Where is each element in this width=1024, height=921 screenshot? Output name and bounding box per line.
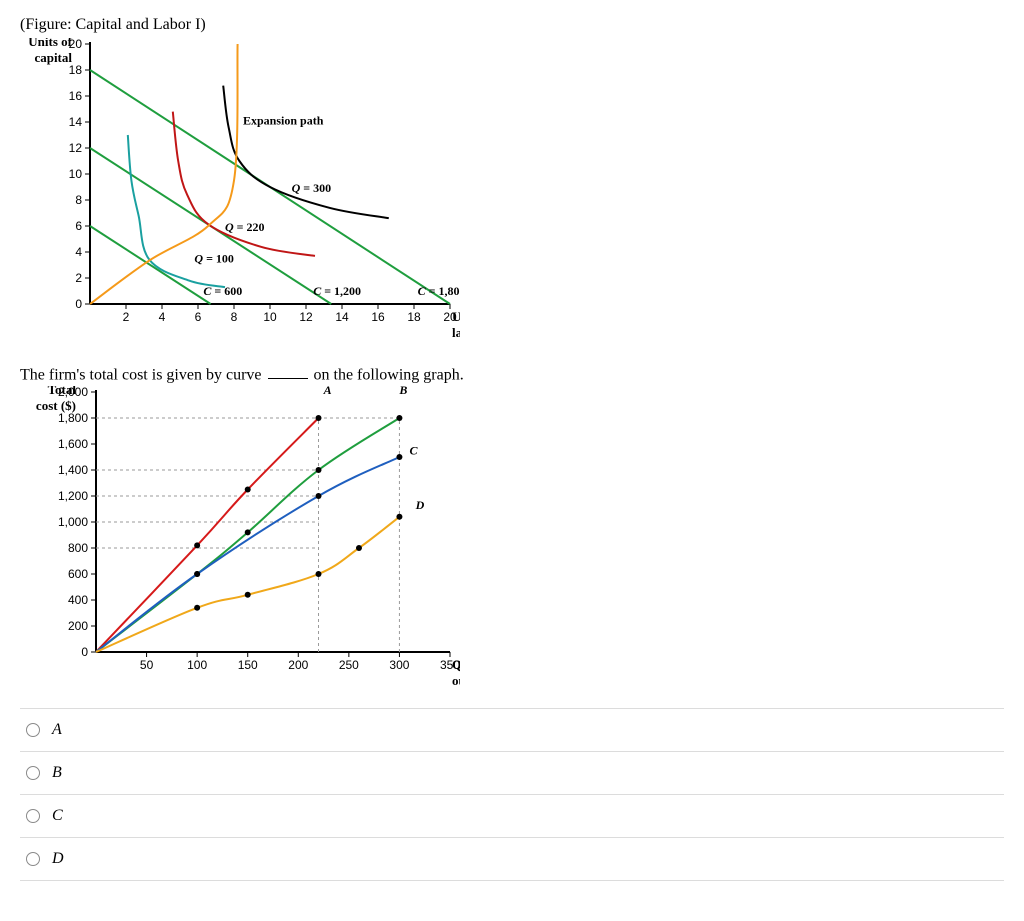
option-c[interactable]: C bbox=[20, 795, 1004, 838]
svg-text:0: 0 bbox=[81, 645, 88, 659]
svg-text:6: 6 bbox=[195, 310, 202, 324]
svg-text:Units of: Units of bbox=[28, 38, 72, 49]
svg-text:Units of: Units of bbox=[452, 309, 460, 324]
svg-text:Expansion path: Expansion path bbox=[243, 114, 324, 128]
radio-icon bbox=[26, 809, 40, 823]
svg-text:2,000: 2,000 bbox=[58, 386, 88, 399]
question-text: The firm's total cost is given by curve … bbox=[20, 364, 1004, 384]
svg-text:2: 2 bbox=[75, 271, 82, 285]
svg-text:C = 1,800: C = 1,800 bbox=[418, 284, 460, 298]
svg-text:2: 2 bbox=[123, 310, 130, 324]
svg-text:10: 10 bbox=[263, 310, 277, 324]
svg-text:100: 100 bbox=[187, 658, 207, 672]
svg-text:Q = 300: Q = 300 bbox=[292, 181, 332, 195]
svg-text:10: 10 bbox=[69, 167, 83, 181]
svg-text:B: B bbox=[398, 386, 407, 397]
svg-text:4: 4 bbox=[159, 310, 166, 324]
chart-top: Units ofcapital0246810121416182024681012… bbox=[20, 38, 1004, 348]
option-a[interactable]: A bbox=[20, 709, 1004, 752]
svg-text:labor: labor bbox=[452, 325, 460, 340]
radio-icon bbox=[26, 766, 40, 780]
svg-text:6: 6 bbox=[75, 219, 82, 233]
svg-text:50: 50 bbox=[140, 658, 154, 672]
svg-text:1,800: 1,800 bbox=[58, 411, 88, 425]
svg-text:D: D bbox=[415, 498, 425, 512]
question-after: on the following graph. bbox=[310, 366, 464, 383]
svg-text:800: 800 bbox=[68, 541, 88, 555]
svg-text:250: 250 bbox=[339, 658, 359, 672]
svg-text:150: 150 bbox=[238, 658, 258, 672]
svg-text:1,400: 1,400 bbox=[58, 463, 88, 477]
answer-options: A B C D bbox=[20, 708, 1004, 881]
svg-text:Q = 220: Q = 220 bbox=[225, 220, 265, 234]
svg-text:18: 18 bbox=[69, 63, 83, 77]
svg-text:12: 12 bbox=[69, 141, 83, 155]
svg-text:C: C bbox=[410, 444, 419, 458]
option-b[interactable]: B bbox=[20, 752, 1004, 795]
svg-text:18: 18 bbox=[407, 310, 421, 324]
svg-text:A: A bbox=[323, 386, 332, 397]
svg-text:200: 200 bbox=[68, 619, 88, 633]
svg-text:16: 16 bbox=[69, 89, 83, 103]
svg-text:8: 8 bbox=[231, 310, 238, 324]
question-before: The firm's total cost is given by curve bbox=[20, 366, 266, 383]
svg-text:14: 14 bbox=[335, 310, 349, 324]
figure-title: (Figure: Capital and Labor I) bbox=[20, 16, 1004, 34]
svg-text:300: 300 bbox=[389, 658, 409, 672]
svg-text:1,200: 1,200 bbox=[58, 489, 88, 503]
radio-icon bbox=[26, 852, 40, 866]
svg-text:4: 4 bbox=[75, 245, 82, 259]
svg-text:14: 14 bbox=[69, 115, 83, 129]
question-blank bbox=[268, 364, 308, 379]
svg-text:200: 200 bbox=[288, 658, 308, 672]
option-label: B bbox=[52, 764, 62, 782]
svg-text:12: 12 bbox=[299, 310, 313, 324]
svg-text:8: 8 bbox=[75, 193, 82, 207]
option-label: A bbox=[52, 721, 62, 739]
radio-icon bbox=[26, 723, 40, 737]
svg-text:600: 600 bbox=[68, 567, 88, 581]
svg-text:capital: capital bbox=[34, 50, 72, 65]
option-label: D bbox=[52, 850, 64, 868]
svg-text:1,000: 1,000 bbox=[58, 515, 88, 529]
option-label: C bbox=[52, 807, 63, 825]
svg-text:16: 16 bbox=[371, 310, 385, 324]
svg-text:output: output bbox=[452, 673, 460, 688]
chart-bottom: Totalcost ($)02004006008001,0001,2001,40… bbox=[20, 386, 1004, 696]
svg-text:Q = 100: Q = 100 bbox=[194, 251, 234, 265]
svg-text:0: 0 bbox=[75, 297, 82, 311]
svg-text:1,600: 1,600 bbox=[58, 437, 88, 451]
svg-text:400: 400 bbox=[68, 593, 88, 607]
option-d[interactable]: D bbox=[20, 838, 1004, 881]
svg-text:C = 1,200: C = 1,200 bbox=[313, 284, 361, 298]
svg-text:20: 20 bbox=[69, 38, 83, 51]
svg-text:Quantity of: Quantity of bbox=[452, 657, 460, 672]
